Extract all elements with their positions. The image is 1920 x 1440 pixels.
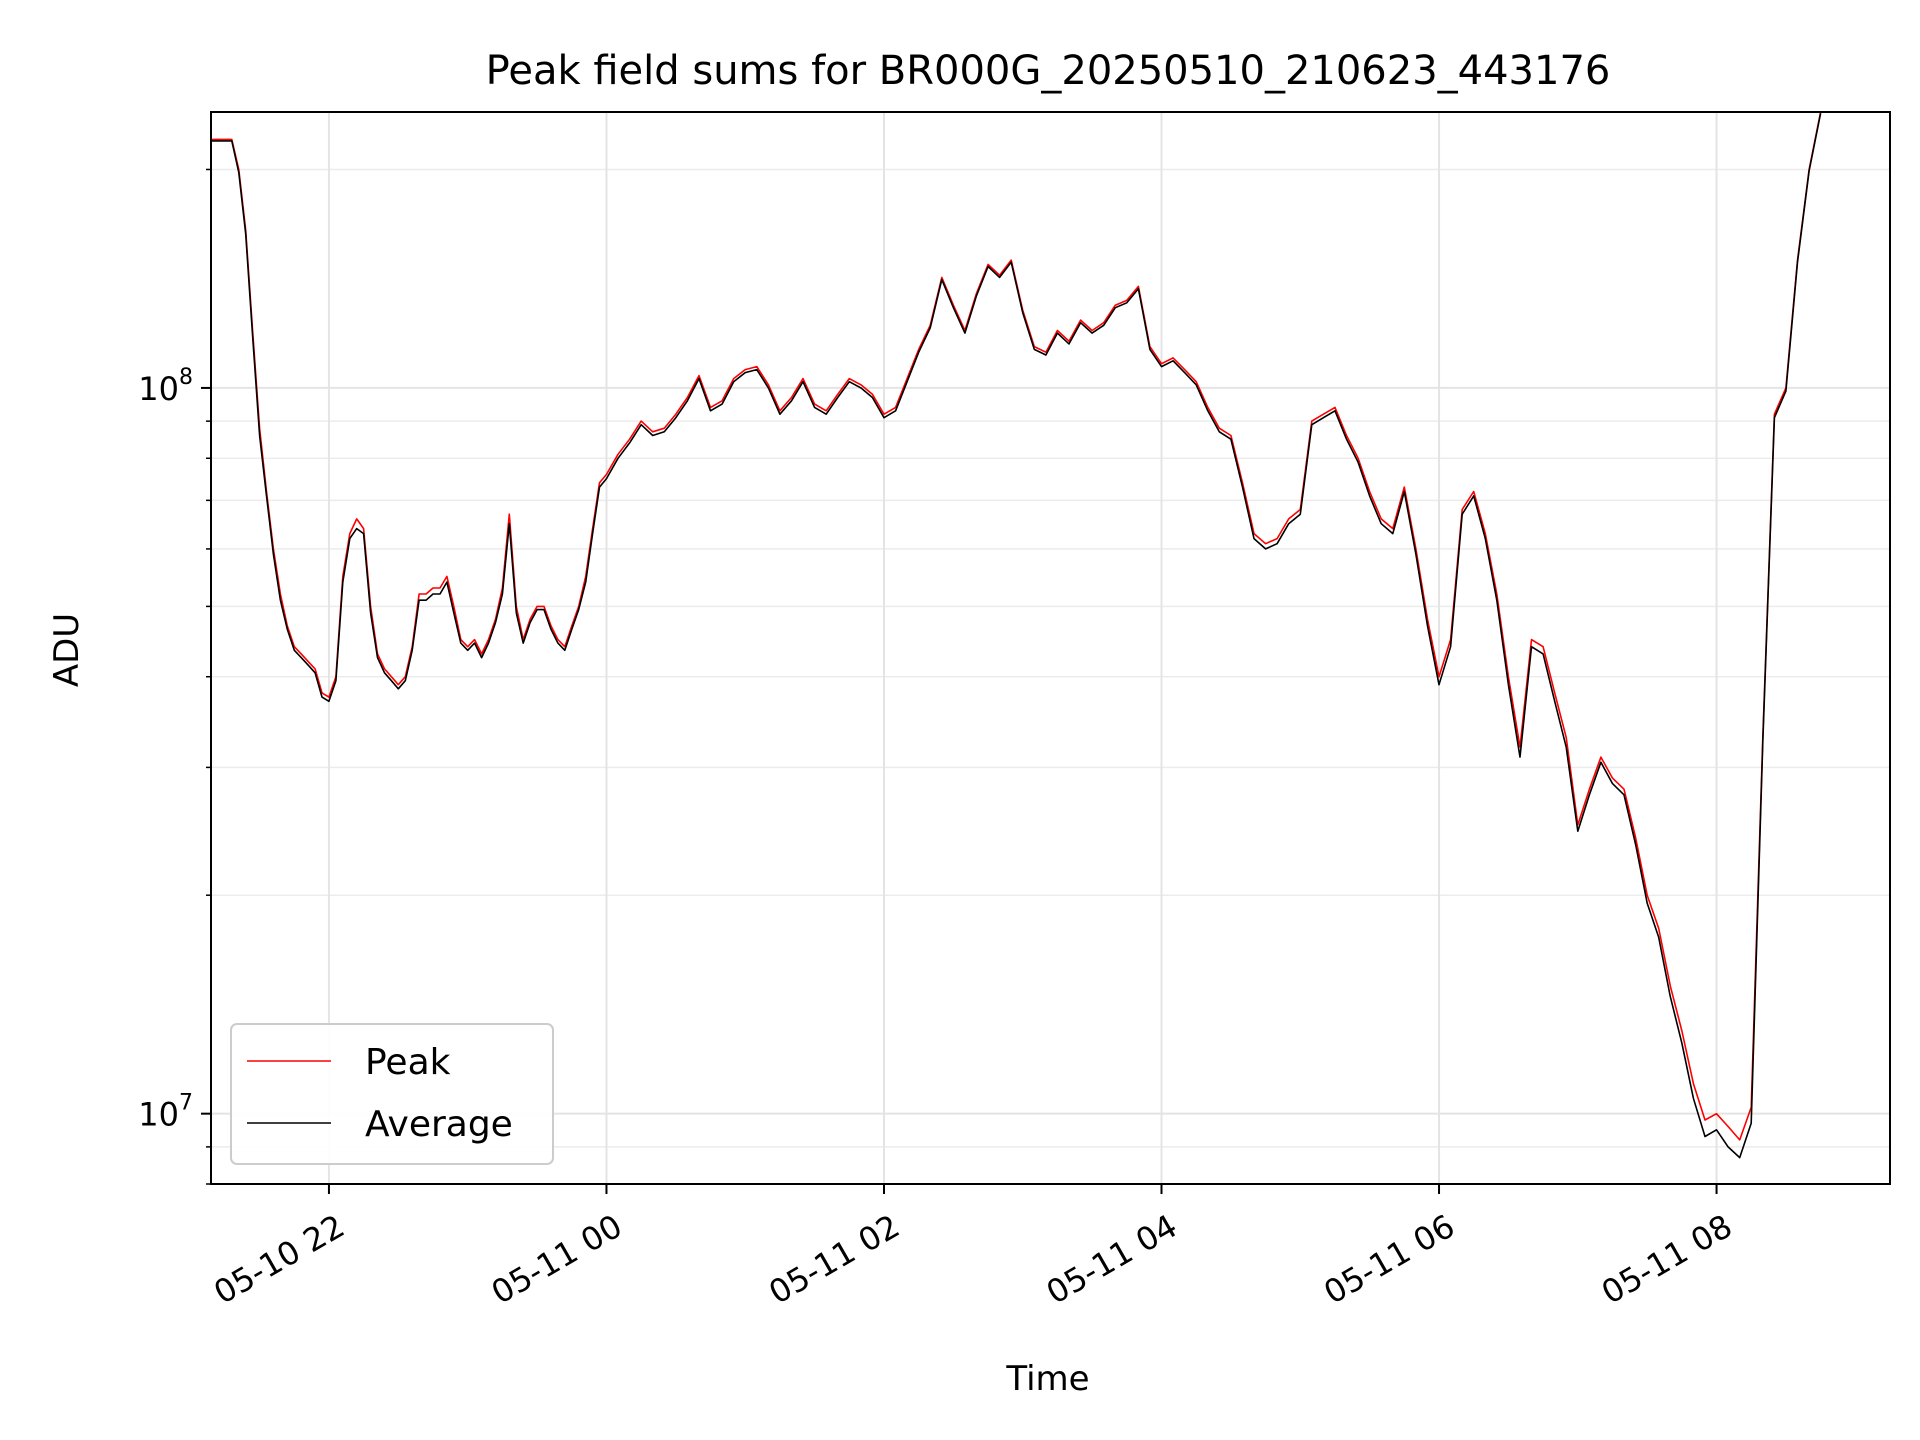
legend-label-peak: Peak [365,1042,451,1083]
plot-background [211,112,1890,1184]
grid-lines [211,112,1890,1185]
legend-label-average: Average [365,1104,513,1145]
x-axis-label: Time [1005,1359,1089,1399]
series-layer [211,111,1822,1159]
series-line-peak [211,111,1822,1141]
y-tick-label: 107 [138,1091,193,1134]
legend: Peak Average [230,1023,554,1165]
plot-area [210,111,1891,1185]
legend-box [230,1023,554,1165]
chart-title: Peak field sums for BR000G_20250510_2106… [486,48,1611,94]
y-axis-label: ADU [47,613,87,687]
plot-frame [210,111,1891,1185]
y-axis: 107 108 [138,168,211,1185]
y-tick-label: 108 [138,365,193,408]
series-line-average [211,113,1822,1159]
